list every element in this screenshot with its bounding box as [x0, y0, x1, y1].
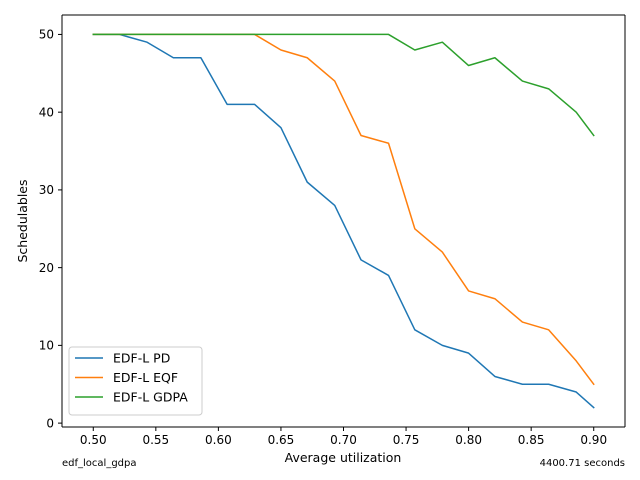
y-axis-label: Schedulables	[15, 179, 30, 262]
x-tick-label: 0.50	[80, 433, 107, 447]
x-tick-label: 0.65	[268, 433, 295, 447]
x-tick-label: 0.85	[518, 433, 545, 447]
footer-right-note: 4400.71 seconds	[540, 458, 625, 469]
series-line-edf-l-pd	[92, 33, 595, 409]
x-axis-ticks: 0.50 0.55 0.60 0.65 0.70 0.75 0.80 0.85 0.90	[80, 427, 607, 447]
y-tick-label: 40	[39, 105, 54, 119]
x-axis-label: Average utilization	[285, 450, 402, 465]
series-line-edf-l-gdpa	[92, 33, 595, 137]
x-tick-label: 0.75	[393, 433, 420, 447]
legend-box	[68, 346, 203, 416]
y-tick-label: 10	[39, 339, 54, 353]
y-axis-ticks: 0 10 20 30 40 50	[39, 28, 62, 430]
legend-label: EDF-L GDPA	[113, 390, 188, 405]
series-layer	[92, 33, 595, 409]
y-tick-label: 0	[46, 416, 54, 430]
footer-left-note: edf_local_gdpa	[62, 458, 137, 469]
y-tick-label: 50	[39, 28, 54, 42]
x-tick-label: 0.55	[142, 433, 169, 447]
x-tick-label: 0.60	[205, 433, 232, 447]
legend: EDF-L PD EDF-L EQF EDF-L GDPA	[68, 346, 203, 416]
x-tick-label: 0.90	[580, 433, 607, 447]
y-tick-label: 30	[39, 183, 54, 197]
legend-label: EDF-L EQF	[113, 370, 178, 385]
x-tick-label: 0.70	[330, 433, 357, 447]
legend-label: EDF-L PD	[113, 351, 170, 366]
y-tick-label: 20	[39, 261, 54, 275]
x-tick-label: 0.80	[455, 433, 482, 447]
